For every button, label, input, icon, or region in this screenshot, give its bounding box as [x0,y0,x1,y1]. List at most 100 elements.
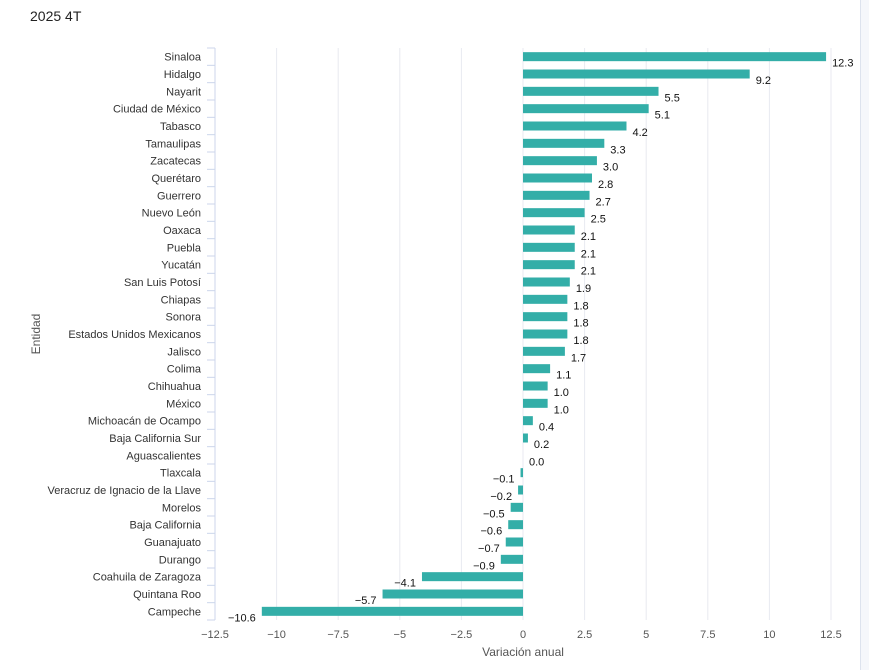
bar [523,208,585,218]
data-label: 1.7 [571,352,586,364]
data-label: −0.5 [483,508,505,520]
y-tick-label: Yucatán [161,260,201,272]
bar [523,242,575,252]
bar [523,190,590,200]
bar [523,138,605,148]
y-tick-label: Baja California [129,520,201,532]
data-label: 0.4 [539,422,554,434]
x-tick-label: −2.5 [451,629,473,641]
bar [523,52,827,62]
y-tick-label: Veracruz de Ignacio de la Llave [48,485,202,497]
y-tick-label: Coahuila de Zaragoza [93,572,202,584]
bar [505,537,523,547]
y-tick-label: Querétaro [151,173,201,185]
bar [261,606,523,616]
data-label: −0.2 [490,491,512,503]
y-tick-label: Quintana Roo [133,589,201,601]
bar [518,485,523,495]
bar [523,69,750,79]
y-tick-label: Nayarit [166,86,201,98]
bar [523,346,565,356]
x-tick-label: −5 [394,629,407,641]
data-label: −5.7 [355,595,377,607]
data-label: −0.6 [480,526,502,538]
y-tick-label: Chihuahua [148,381,202,393]
bar [421,572,523,582]
data-label: 3.3 [610,144,625,156]
y-tick-label: Durango [159,554,201,566]
data-label: 2.5 [591,214,606,226]
x-axis-title: Variación anual [482,645,564,659]
data-label: −10.6 [228,612,256,624]
data-label: 1.0 [554,387,569,399]
bar [523,294,568,304]
data-label: 12.3 [832,58,853,70]
y-tick-label: Guanajuato [144,537,201,549]
bar [382,589,523,599]
data-label: −0.9 [473,560,495,572]
x-tick-label: 5 [643,629,649,641]
x-tick-label: −7.5 [327,629,349,641]
data-label: 1.0 [554,404,569,416]
y-tick-label: Guerrero [157,190,201,202]
chart-title: 2025 4T [30,8,82,24]
y-axis-title: Entidad [29,314,43,355]
data-label: −0.7 [478,543,500,555]
y-tick-label: Oaxaca [163,225,202,237]
y-tick-label: Colima [167,364,202,376]
data-label: 0.2 [534,439,549,451]
bar [520,468,523,478]
y-tick-label: Zacatecas [150,156,201,168]
data-label: 2.7 [596,196,611,208]
x-tick-label: 10 [763,629,775,641]
bar [523,364,551,374]
data-label: 2.1 [581,231,596,243]
bar [523,86,659,96]
x-tick-label: 7.5 [700,629,715,641]
data-label: −0.1 [493,474,515,486]
x-tick-label: 2.5 [577,629,592,641]
x-tick-label: −12.5 [201,629,229,641]
bar [523,260,575,270]
scrollbar[interactable] [860,0,869,670]
data-label: 2.1 [581,248,596,260]
y-tick-label: Sonora [166,312,202,324]
y-tick-label: Estados Unidos Mexicanos [68,329,201,341]
bar [523,381,548,391]
data-label: 2.1 [581,266,596,278]
bar [523,398,548,408]
data-label: 1.9 [576,283,591,295]
bar [523,433,528,443]
data-label: 3.0 [603,162,618,174]
x-tick-label: −10 [267,629,286,641]
bar [523,225,575,235]
bar [508,520,523,530]
data-label: 1.1 [556,370,571,382]
y-tick-label: Puebla [167,242,202,254]
data-label: 4.2 [632,127,647,139]
data-label: 1.8 [573,300,588,312]
y-tick-label: Hidalgo [164,69,201,81]
data-label: −4.1 [394,578,416,590]
bar [523,173,592,183]
y-tick-label: Tlaxcala [160,468,202,480]
y-tick-label: Morelos [162,502,202,514]
data-label: 2.8 [598,179,613,191]
bar [523,416,533,426]
y-tick-label: Sinaloa [164,52,202,64]
x-tick-label: 12.5 [820,629,841,641]
data-label: 1.8 [573,318,588,330]
y-tick-label: Michoacán de Ocampo [88,416,201,428]
y-tick-label: Nuevo León [142,208,201,220]
y-tick-label: San Luis Potosí [124,277,201,289]
bar [523,121,627,131]
data-label: 5.1 [655,110,670,122]
y-tick-label: Tamaulipas [145,138,201,150]
y-tick-label: Tabasco [160,121,201,133]
bar [523,104,649,114]
bar [523,312,568,322]
data-label: 1.8 [573,335,588,347]
y-tick-label: Chiapas [161,294,202,306]
